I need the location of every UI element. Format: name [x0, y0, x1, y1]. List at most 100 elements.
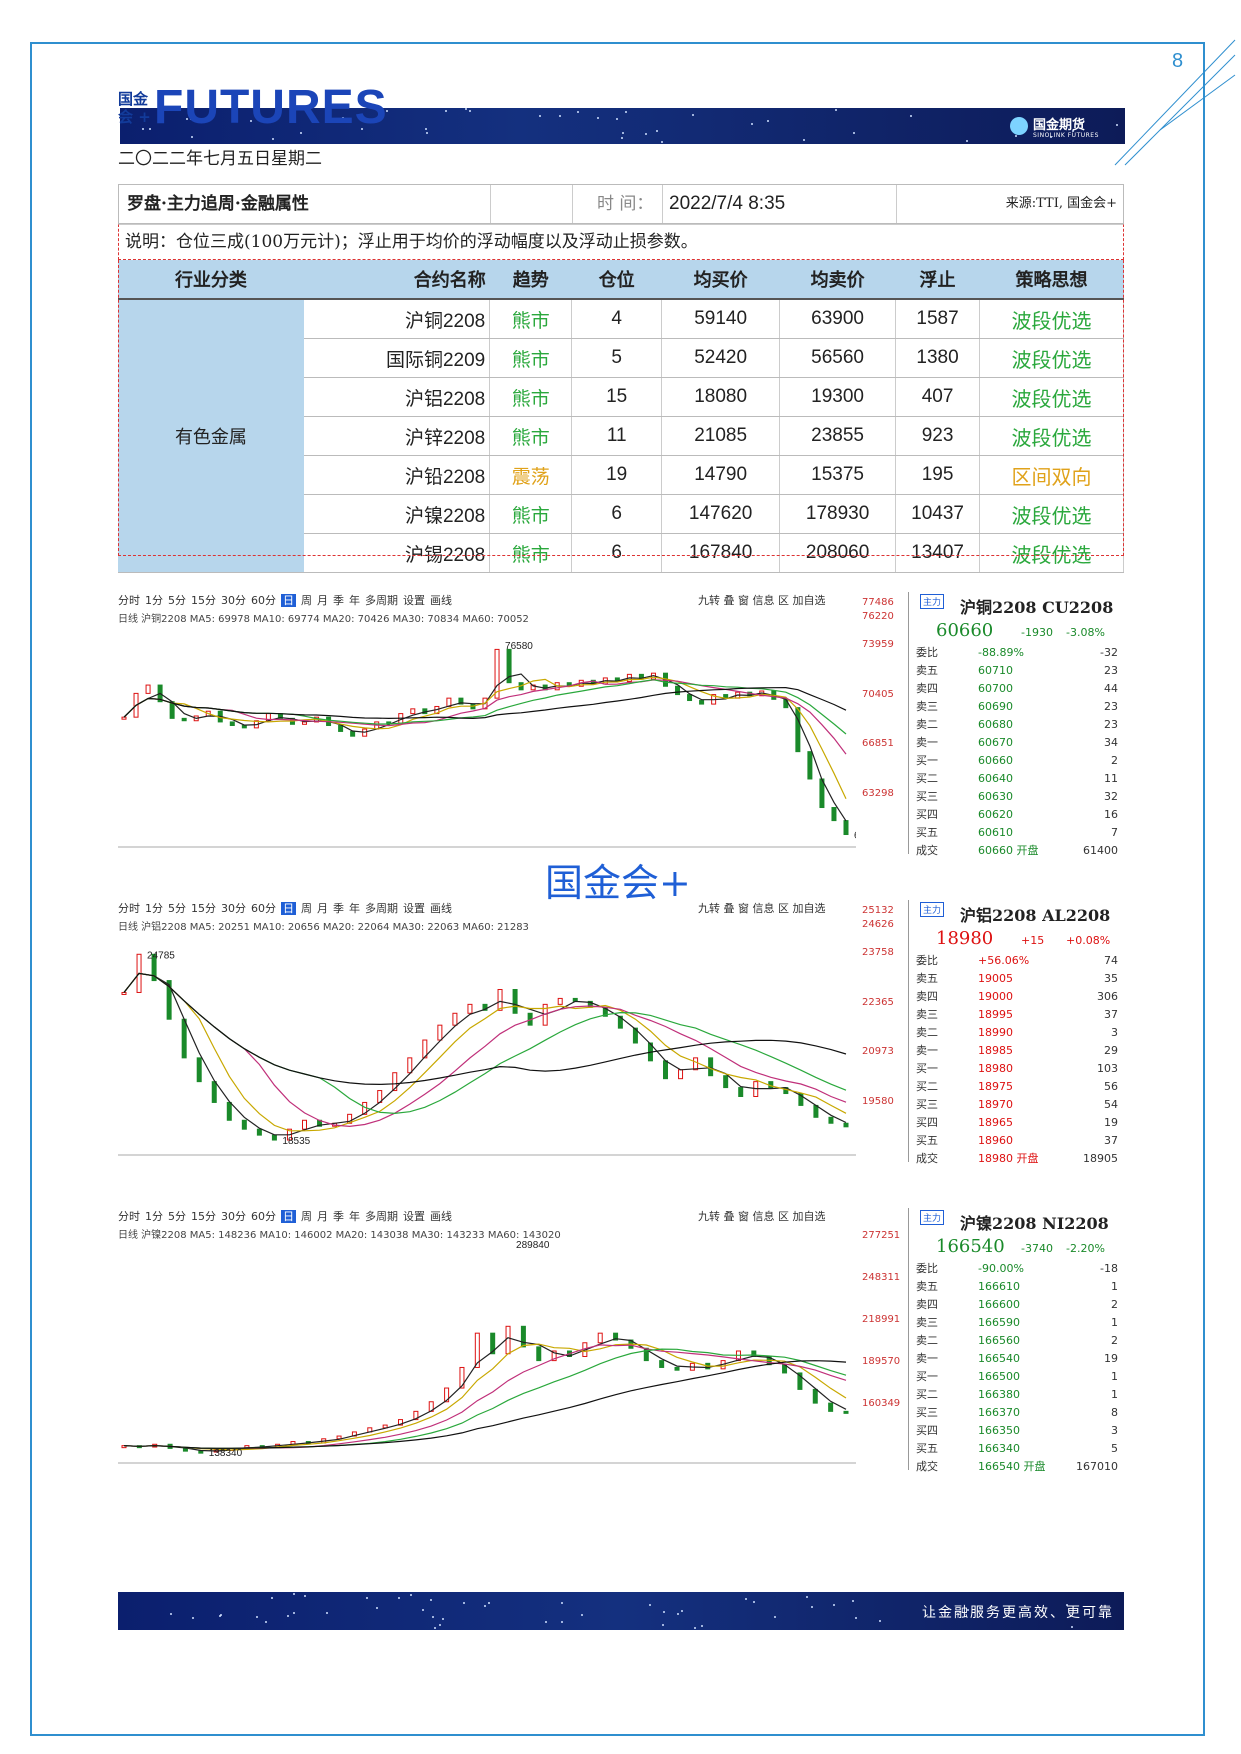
- period-tab[interactable]: 60分: [251, 1210, 276, 1223]
- candle: [598, 1333, 602, 1343]
- company-logo: 国金期货 SINOLINK FUTURES: [1010, 114, 1099, 139]
- period-tab[interactable]: 月: [317, 902, 328, 915]
- period-tab[interactable]: 年: [349, 594, 360, 607]
- col-header: 均买价: [662, 260, 780, 299]
- y-tick-label: 66851: [862, 738, 894, 749]
- period-tab[interactable]: 60分: [251, 594, 276, 607]
- time-value: 2022/7/4 8:35: [663, 185, 897, 223]
- period-tab[interactable]: 5分: [168, 902, 186, 915]
- period-tab[interactable]: 季: [333, 902, 344, 915]
- book-label: 买四: [916, 806, 938, 824]
- book-label: 买三: [916, 1096, 938, 1114]
- price-change: -1930: [1021, 626, 1053, 639]
- period-tab[interactable]: 月: [317, 594, 328, 607]
- y-tick-label: 77486: [862, 597, 894, 608]
- period-tab[interactable]: 分时: [118, 594, 140, 607]
- book-volume: 1: [1111, 1278, 1118, 1296]
- period-tab[interactable]: 日: [281, 594, 296, 607]
- period-tab[interactable]: 周: [301, 594, 312, 607]
- position-cell: 6: [572, 495, 662, 534]
- quote-panel: 主力 沪铜2208 CU2208 60660 -1930 -3.08% 委比 -…: [916, 592, 1126, 854]
- table-note: 说明：仓位三成(100万元计)；浮止用于均价的浮动幅度以及浮动止损参数。: [118, 224, 1124, 260]
- period-tab[interactable]: 季: [333, 594, 344, 607]
- book-label: 买三: [916, 788, 938, 806]
- period-tab[interactable]: 1分: [145, 1210, 163, 1223]
- period-tab[interactable]: 年: [349, 902, 360, 915]
- order-book-row: 卖三 60690 23: [916, 698, 1124, 716]
- candle: [182, 718, 186, 720]
- strategy-cell: 区间双向: [980, 456, 1124, 495]
- candle: [832, 808, 836, 821]
- period-tab[interactable]: 60分: [251, 902, 276, 915]
- period-tab[interactable]: 30分: [221, 902, 246, 915]
- order-book-row: 买二 60640 11: [916, 770, 1124, 788]
- candle: [199, 1451, 203, 1453]
- book-label: 成交: [916, 842, 938, 860]
- order-book-row: 买三 18970 54: [916, 1096, 1124, 1114]
- chart-tools[interactable]: 九转 叠 窗 信息 区 加自选: [698, 900, 825, 916]
- table-left-border: [118, 260, 119, 556]
- book-price: 18980 开盘: [978, 1150, 1039, 1168]
- chart-tools[interactable]: 九转 叠 窗 信息 区 加自选: [698, 592, 825, 608]
- avg-sell-cell: 23855: [780, 417, 896, 456]
- book-volume: 23: [1104, 716, 1118, 734]
- book-price: 166340: [978, 1440, 1020, 1458]
- period-tab[interactable]: 5分: [168, 1210, 186, 1223]
- avg-buy-cell: 21085: [662, 417, 780, 456]
- y-tick-label: 23758: [862, 947, 894, 958]
- period-tab[interactable]: 设置: [403, 1210, 425, 1223]
- period-tab[interactable]: 30分: [221, 1210, 246, 1223]
- period-tab[interactable]: 多周期: [365, 594, 398, 607]
- period-tab[interactable]: 多周期: [365, 1210, 398, 1223]
- period-tab[interactable]: 画线: [430, 1210, 452, 1223]
- period-tab[interactable]: 周: [301, 902, 312, 915]
- trend-cell: 熊市: [490, 534, 572, 573]
- candle: [694, 1058, 698, 1070]
- period-tab[interactable]: 设置: [403, 594, 425, 607]
- period-tab[interactable]: 周: [301, 1210, 312, 1223]
- book-volume: 74: [1104, 952, 1118, 970]
- col-header: 均卖价: [780, 260, 896, 299]
- period-tab[interactable]: 画线: [430, 902, 452, 915]
- book-label: 卖二: [916, 1332, 938, 1350]
- contract-name: 沪铅2208: [304, 456, 490, 495]
- table-right-border: [1123, 260, 1124, 556]
- book-volume: 2: [1111, 1296, 1118, 1314]
- book-volume: 1: [1111, 1368, 1118, 1386]
- chart-tools[interactable]: 九转 叠 窗 信息 区 加自选: [698, 1208, 825, 1224]
- chart-aluminum: 分时 1分 5分 15分 30分 60分日周月季年多周期 设置 画线 九转 叠 窗 信息 区 加…: [118, 900, 1124, 1162]
- period-tab[interactable]: 季: [333, 1210, 344, 1223]
- period-tab[interactable]: 分时: [118, 1210, 140, 1223]
- period-tab[interactable]: 画线: [430, 594, 452, 607]
- col-header: 仓位: [572, 260, 662, 299]
- period-tab[interactable]: 1分: [145, 902, 163, 915]
- book-volume: 44: [1104, 680, 1118, 698]
- period-tab[interactable]: 分时: [118, 902, 140, 915]
- period-tab[interactable]: 30分: [221, 594, 246, 607]
- period-tab[interactable]: 15分: [191, 594, 216, 607]
- period-tab[interactable]: 月: [317, 1210, 328, 1223]
- book-price: 18990: [978, 1024, 1013, 1042]
- table-title-strip: 罗盘·主力追周·金融属性 时 间： 2022/7/4 8:35 来源:TTI, …: [118, 184, 1124, 224]
- position-cell: 5: [572, 339, 662, 378]
- period-tab[interactable]: 多周期: [365, 902, 398, 915]
- extreme-annotation: 18535: [282, 1136, 310, 1147]
- candle: [212, 1082, 216, 1103]
- candle: [676, 686, 680, 694]
- price-change: -3740: [1021, 1242, 1053, 1255]
- candle: [813, 1389, 817, 1403]
- period-tab[interactable]: 15分: [191, 902, 216, 915]
- period-tab[interactable]: 日: [281, 902, 296, 915]
- book-volume: 7: [1111, 824, 1118, 842]
- period-tab[interactable]: 设置: [403, 902, 425, 915]
- period-tab[interactable]: 年: [349, 1210, 360, 1223]
- candle: [506, 1326, 510, 1353]
- candle: [351, 731, 355, 736]
- period-tab[interactable]: 5分: [168, 594, 186, 607]
- book-price: 60670: [978, 734, 1013, 752]
- period-tab[interactable]: 1分: [145, 594, 163, 607]
- book-label: 成交: [916, 1150, 938, 1168]
- period-tab[interactable]: 15分: [191, 1210, 216, 1223]
- period-tab[interactable]: 日: [281, 1210, 296, 1223]
- candle: [844, 1411, 848, 1413]
